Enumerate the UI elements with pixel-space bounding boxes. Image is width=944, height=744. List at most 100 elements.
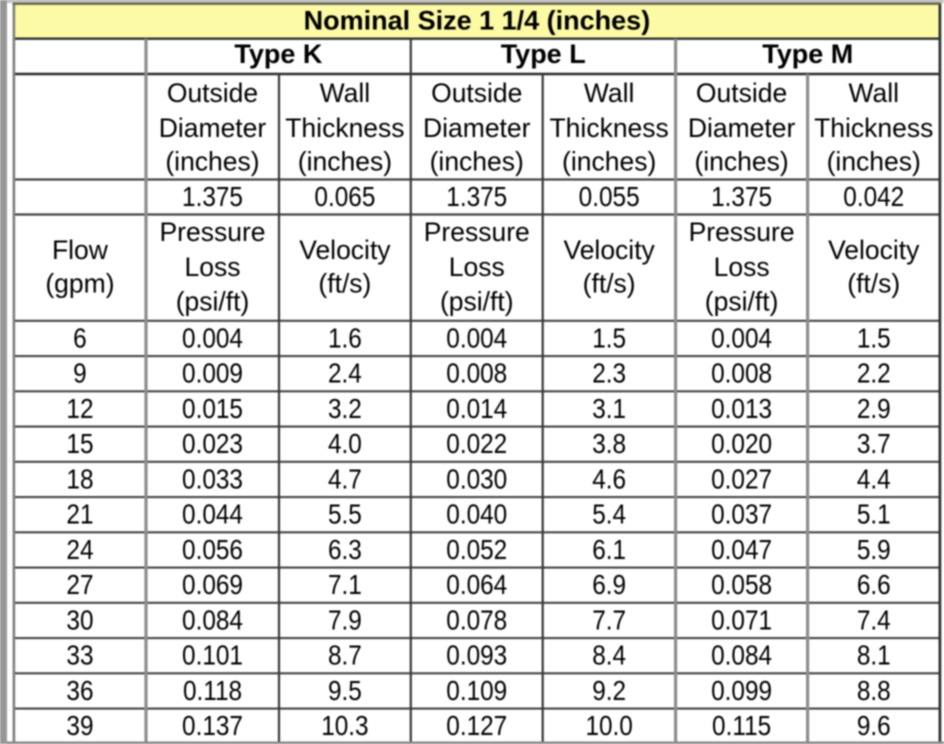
svg-text:0.009: 0.009 [182, 357, 243, 389]
svg-text:Pressure: Pressure [424, 217, 530, 247]
svg-text:(inches): (inches) [562, 146, 656, 176]
svg-text:Wall: Wall [848, 78, 899, 108]
svg-text:Diameter: Diameter [688, 113, 796, 143]
svg-text:Velocity: Velocity [563, 235, 655, 265]
svg-text:6.6: 6.6 [857, 569, 891, 601]
svg-text:0.055: 0.055 [579, 180, 640, 212]
svg-text:Type L: Type L [501, 39, 586, 69]
svg-text:5.4: 5.4 [592, 498, 626, 530]
svg-text:0.056: 0.056 [182, 533, 243, 565]
svg-text:21: 21 [66, 498, 93, 530]
svg-text:0.004: 0.004 [182, 322, 243, 354]
svg-text:0.015: 0.015 [182, 392, 243, 424]
svg-text:15: 15 [66, 428, 93, 460]
svg-text:0.065: 0.065 [314, 180, 375, 212]
svg-text:Thickness: Thickness [814, 113, 933, 143]
svg-text:6.1: 6.1 [592, 533, 626, 565]
svg-text:Thickness: Thickness [550, 113, 669, 143]
svg-text:Pressure: Pressure [159, 217, 265, 247]
svg-text:3.7: 3.7 [857, 428, 891, 460]
svg-text:7.1: 7.1 [328, 569, 362, 601]
svg-text:(inches): (inches) [298, 146, 392, 176]
svg-text:Diameter: Diameter [423, 113, 531, 143]
svg-text:Loss: Loss [714, 252, 770, 282]
svg-text:Nominal Size 1 1/4 (inches): Nominal Size 1 1/4 (inches) [304, 6, 651, 36]
svg-text:0.042: 0.042 [843, 180, 904, 212]
svg-text:18: 18 [66, 463, 93, 495]
svg-text:5.9: 5.9 [857, 533, 891, 565]
svg-text:3.2: 3.2 [328, 392, 362, 424]
svg-text:9.5: 9.5 [328, 674, 362, 706]
svg-text:0.004: 0.004 [446, 322, 507, 354]
svg-text:Flow: Flow [52, 235, 109, 265]
svg-text:(psi/ft): (psi/ft) [176, 287, 250, 317]
svg-text:Outside: Outside [431, 78, 522, 108]
svg-text:39: 39 [66, 710, 93, 742]
svg-text:24: 24 [66, 533, 93, 565]
svg-text:0.022: 0.022 [446, 428, 507, 460]
svg-text:3.8: 3.8 [592, 428, 626, 460]
svg-text:30: 30 [66, 604, 93, 636]
svg-text:Velocity: Velocity [299, 235, 391, 265]
svg-text:(ft/s): (ft/s) [318, 268, 371, 298]
svg-text:Wall: Wall [320, 78, 371, 108]
svg-text:0.109: 0.109 [446, 674, 507, 706]
svg-text:5.5: 5.5 [328, 498, 362, 530]
svg-text:6.3: 6.3 [328, 533, 362, 565]
svg-text:2.3: 2.3 [592, 357, 626, 389]
svg-text:(ft/s): (ft/s) [583, 268, 636, 298]
svg-text:1.6: 1.6 [328, 322, 362, 354]
svg-text:33: 33 [66, 639, 93, 671]
svg-text:Diameter: Diameter [159, 113, 267, 143]
svg-text:Outside: Outside [167, 78, 258, 108]
svg-text:4.7: 4.7 [328, 463, 362, 495]
svg-text:(inches): (inches) [694, 146, 788, 176]
svg-text:8.1: 8.1 [857, 639, 891, 671]
svg-text:8.7: 8.7 [328, 639, 362, 671]
svg-text:Wall: Wall [584, 78, 635, 108]
svg-text:1.375: 1.375 [711, 180, 772, 212]
svg-text:0.044: 0.044 [182, 498, 243, 530]
svg-text:0.084: 0.084 [711, 639, 772, 671]
svg-text:Type M: Type M [762, 39, 853, 69]
svg-text:9.6: 9.6 [857, 710, 891, 742]
svg-text:Loss: Loss [185, 252, 241, 282]
svg-text:1.375: 1.375 [446, 180, 507, 212]
svg-text:7.9: 7.9 [328, 604, 362, 636]
svg-text:0.008: 0.008 [711, 357, 772, 389]
svg-text:(psi/ft): (psi/ft) [440, 287, 514, 317]
svg-text:1.5: 1.5 [857, 322, 891, 354]
svg-text:0.115: 0.115 [712, 710, 771, 742]
svg-text:0.020: 0.020 [711, 428, 772, 460]
svg-text:5.1: 5.1 [857, 498, 891, 530]
svg-text:4.0: 4.0 [328, 428, 362, 460]
svg-text:0.078: 0.078 [446, 604, 507, 636]
svg-text:Loss: Loss [449, 252, 505, 282]
svg-text:1.5: 1.5 [592, 322, 626, 354]
svg-text:0.033: 0.033 [182, 463, 243, 495]
svg-text:(inches): (inches) [430, 146, 524, 176]
svg-text:6: 6 [73, 322, 87, 354]
svg-text:27: 27 [66, 569, 93, 601]
svg-text:8.4: 8.4 [592, 639, 626, 671]
svg-text:1.375: 1.375 [182, 180, 243, 212]
svg-text:4.4: 4.4 [857, 463, 891, 495]
svg-text:0.030: 0.030 [446, 463, 507, 495]
svg-text:6.9: 6.9 [592, 569, 626, 601]
svg-text:10.0: 10.0 [585, 710, 632, 742]
svg-text:0.047: 0.047 [711, 533, 772, 565]
svg-text:0.040: 0.040 [446, 498, 507, 530]
svg-text:0.069: 0.069 [182, 569, 243, 601]
svg-text:7.7: 7.7 [592, 604, 626, 636]
svg-text:10.3: 10.3 [321, 710, 368, 742]
svg-text:36: 36 [66, 674, 93, 706]
svg-text:0.099: 0.099 [711, 674, 772, 706]
svg-text:0.023: 0.023 [182, 428, 243, 460]
svg-text:0.037: 0.037 [711, 498, 772, 530]
svg-text:7.4: 7.4 [857, 604, 891, 636]
svg-text:0.127: 0.127 [446, 710, 507, 742]
svg-text:0.008: 0.008 [446, 357, 507, 389]
svg-text:(psi/ft): (psi/ft) [705, 287, 779, 317]
svg-text:Type K: Type K [234, 39, 323, 69]
svg-text:Velocity: Velocity [828, 235, 920, 265]
